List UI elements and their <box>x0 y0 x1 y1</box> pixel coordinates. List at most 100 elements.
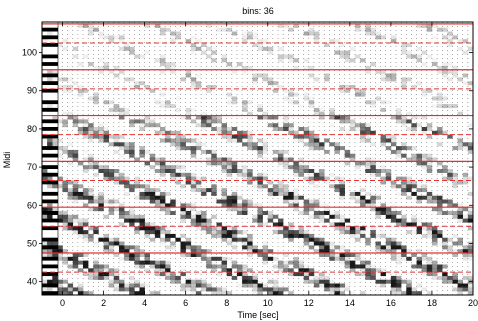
energy-cell <box>57 253 63 257</box>
energy-cell <box>406 43 412 47</box>
energy-cell <box>67 85 74 89</box>
energy-cell <box>231 65 238 70</box>
energy-cell <box>293 100 299 105</box>
energy-cell <box>313 107 320 112</box>
energy-cell <box>185 279 192 284</box>
energy-cell <box>93 226 99 231</box>
energy-cell <box>185 245 192 250</box>
energy-cell <box>247 169 253 173</box>
energy-cell <box>401 115 407 120</box>
energy-cell <box>72 119 79 124</box>
energy-cell <box>257 46 263 51</box>
energy-cell <box>201 111 207 116</box>
energy-cell <box>42 172 48 177</box>
energy-cell <box>67 226 74 231</box>
energy-cell <box>421 115 428 120</box>
energy-cell <box>278 23 284 28</box>
energy-cell <box>390 35 397 40</box>
energy-cell <box>185 73 192 78</box>
energy-cell <box>365 138 371 143</box>
energy-cell <box>355 27 361 32</box>
energy-cell <box>231 31 238 36</box>
energy-cell <box>303 142 310 147</box>
energy-cell <box>329 214 335 219</box>
energy-cell <box>160 241 166 246</box>
energy-cell <box>349 157 356 162</box>
energy-cell <box>144 119 150 124</box>
energy-cell <box>421 268 428 273</box>
energy-cell <box>247 249 253 254</box>
energy-cell <box>421 161 428 166</box>
energy-cell <box>462 256 469 261</box>
energy-cell <box>211 214 217 219</box>
energy-cell <box>195 138 202 143</box>
energy-cell <box>72 260 79 265</box>
energy-cell <box>467 253 473 257</box>
energy-cell <box>262 77 268 82</box>
energy-cell <box>360 260 366 265</box>
black-key <box>42 226 58 231</box>
energy-cell <box>262 115 268 120</box>
energy-cell <box>313 172 320 177</box>
energy-cell <box>319 245 325 250</box>
energy-cell <box>62 88 68 93</box>
energy-cell <box>437 268 443 273</box>
energy-cell <box>457 39 463 44</box>
energy-cell <box>62 180 68 185</box>
energy-cell <box>180 268 186 273</box>
energy-cell <box>180 203 186 208</box>
energy-cell <box>401 146 407 151</box>
energy-cell <box>190 249 197 254</box>
energy-cell <box>426 260 433 265</box>
energy-cell <box>467 142 473 147</box>
energy-cell <box>355 230 361 235</box>
energy-cell <box>88 272 94 277</box>
energy-cell <box>154 123 161 128</box>
energy-cell <box>237 172 243 177</box>
black-key <box>42 100 58 105</box>
energy-cell <box>267 249 274 254</box>
energy-cell <box>108 176 115 181</box>
energy-cell <box>411 184 417 189</box>
energy-cell <box>124 149 130 154</box>
energy-cell <box>242 130 248 135</box>
energy-cell <box>426 291 433 295</box>
energy-cell <box>242 264 248 269</box>
energy-cell <box>467 214 473 219</box>
energy-cell <box>149 226 156 231</box>
energy-cell <box>411 230 417 235</box>
energy-cell <box>452 35 458 40</box>
energy-cell <box>390 73 397 78</box>
energy-cell <box>457 180 463 185</box>
energy-cell <box>252 146 258 151</box>
energy-cell <box>139 146 145 151</box>
x-tick-label: 10 <box>263 298 273 308</box>
energy-cell <box>298 264 304 269</box>
energy-cell <box>319 214 325 219</box>
energy-cell <box>154 226 161 231</box>
energy-cell <box>257 39 263 44</box>
energy-cell <box>52 184 58 189</box>
energy-cell <box>108 100 115 105</box>
energy-cell <box>334 214 340 219</box>
energy-cell <box>231 203 238 208</box>
energy-cell <box>165 191 171 196</box>
energy-cell <box>129 85 135 89</box>
energy-cell <box>324 241 330 246</box>
energy-cell <box>149 222 156 227</box>
energy-cell <box>396 275 402 280</box>
energy-cell <box>421 233 428 238</box>
energy-cell <box>57 146 63 151</box>
energy-cell <box>216 27 222 32</box>
energy-cell <box>360 268 366 273</box>
energy-cell <box>149 195 156 200</box>
energy-cell <box>160 172 166 177</box>
energy-cell <box>380 207 386 212</box>
energy-cell <box>447 62 453 67</box>
energy-cell <box>206 287 212 292</box>
energy-cell <box>98 35 104 40</box>
energy-cell <box>324 138 330 143</box>
energy-cell <box>98 123 104 128</box>
black-key <box>42 43 58 47</box>
energy-cell <box>160 27 166 32</box>
